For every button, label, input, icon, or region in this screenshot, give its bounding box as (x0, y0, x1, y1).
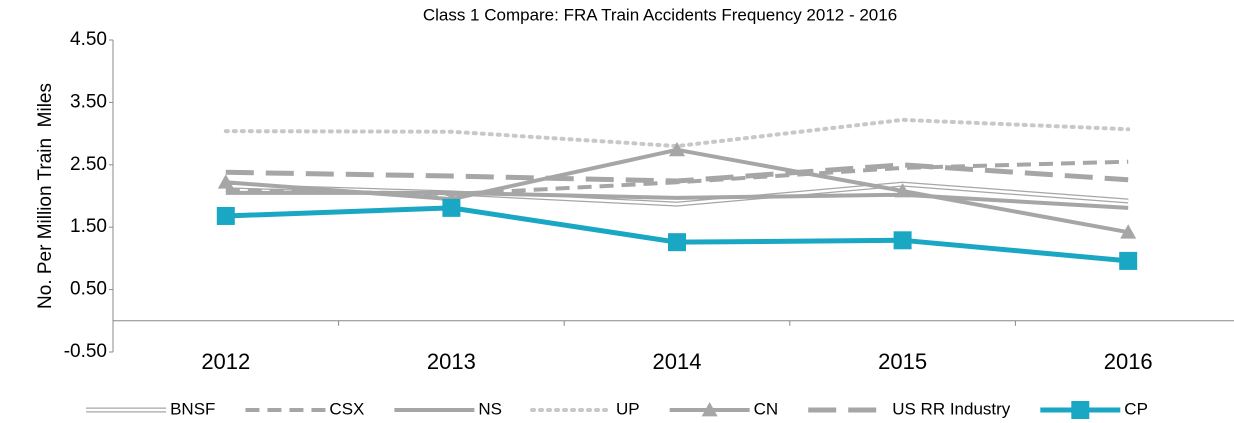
x-tick-label: 2015 (878, 349, 927, 374)
series (216, 198, 1138, 270)
y-tick-label: 0.50 (70, 279, 107, 300)
series-line (225, 162, 1129, 184)
x-tick-label: 2014 (653, 349, 702, 374)
marker (894, 183, 911, 198)
y-tick-label: -0.50 (64, 341, 107, 362)
marker (1071, 401, 1090, 419)
x-tick-label: 2012 (201, 349, 250, 374)
marker (668, 233, 686, 252)
series (225, 181, 1129, 207)
legend-label: US RR Industry (892, 399, 1011, 418)
legend-label: CN (754, 399, 779, 418)
y-tick-label: 1.50 (70, 216, 107, 237)
series-line-inner (225, 182, 1129, 206)
legend-label: CSX (329, 399, 364, 418)
marker (1120, 224, 1137, 239)
legend-label: BNSF (170, 399, 215, 418)
legend-label: UP (616, 399, 640, 418)
y-tick-label: 4.50 (70, 29, 107, 50)
marker (1119, 251, 1138, 270)
series (217, 141, 1137, 239)
marker (669, 141, 685, 157)
x-tick-label: 2013 (427, 349, 476, 374)
x-tick-label: 2016 (1104, 349, 1153, 374)
y-tick-label: 2.50 (70, 154, 107, 175)
marker (893, 231, 912, 250)
chart-title: Class 1 Compare: FRA Train Accidents Fre… (423, 5, 897, 24)
legend-label: CP (1124, 399, 1148, 418)
marker (442, 198, 461, 217)
legend-label: NS (478, 399, 502, 418)
marker (217, 174, 234, 189)
series (225, 162, 1129, 184)
legend: BNSF CSX NS UP CN US RR Industry CP (86, 399, 1148, 419)
y-tick-label: 3.50 (70, 91, 107, 112)
legend-item (1040, 401, 1121, 419)
y-axis-label: No. Per Million Train Miles (35, 83, 56, 309)
marker (701, 402, 718, 417)
marker (216, 206, 235, 225)
legend-item (669, 402, 750, 417)
